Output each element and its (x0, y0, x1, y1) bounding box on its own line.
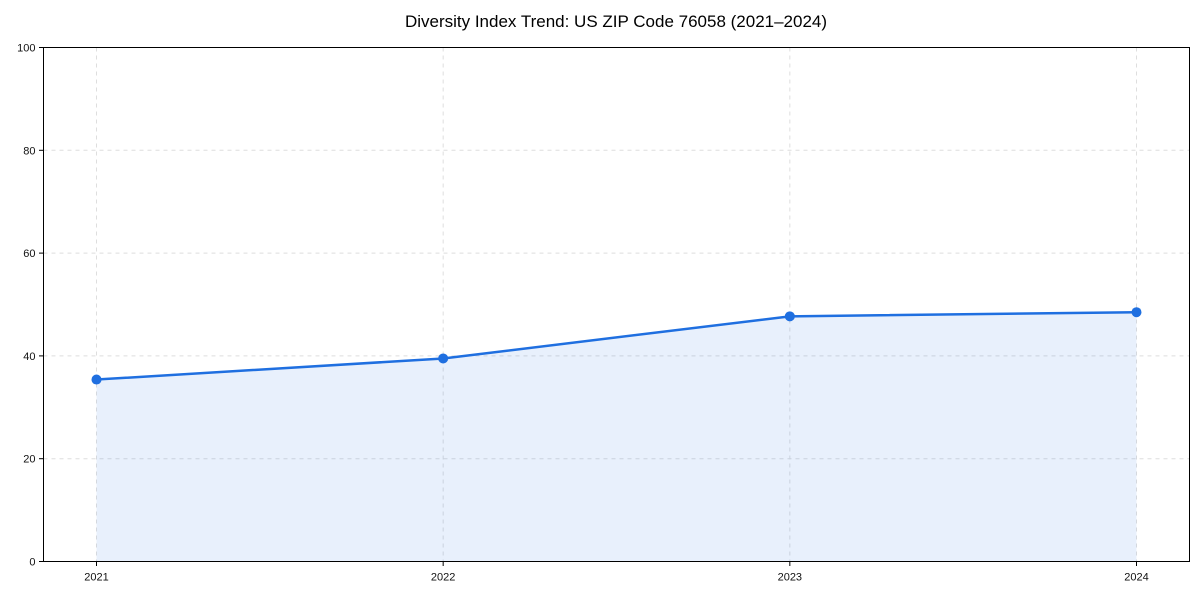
y-tick-label: 60 (23, 248, 35, 260)
gridlines (43, 47, 1190, 562)
chart-title: Diversity Index Trend: US ZIP Code 76058… (404, 12, 828, 31)
data-point-2024 (1131, 307, 1142, 318)
x-tick-label: 2024 (1124, 572, 1148, 584)
data-point-2022 (438, 353, 449, 364)
x-tick-label: 2022 (431, 572, 455, 584)
y-tick-label: 80 (23, 145, 35, 157)
x-tick-label: 2021 (84, 572, 108, 584)
y-tick-label: 100 (17, 43, 35, 55)
y-tick-label: 0 (29, 557, 35, 569)
trend-line (95, 310, 1138, 381)
data-points (91, 307, 1142, 385)
data-point-2023 (784, 311, 795, 322)
plot-border (43, 47, 1190, 562)
axis-tick-labels: 0 20 40 60 80 100 2021 2022 2023 2024 (17, 43, 1149, 584)
area-fill (96, 312, 1137, 562)
x-tick-label: 2023 (778, 572, 802, 584)
y-tick-label: 20 (23, 454, 35, 466)
axis-ticks (39, 47, 1137, 566)
y-tick-label: 40 (23, 351, 35, 363)
data-point-2021 (91, 374, 102, 385)
